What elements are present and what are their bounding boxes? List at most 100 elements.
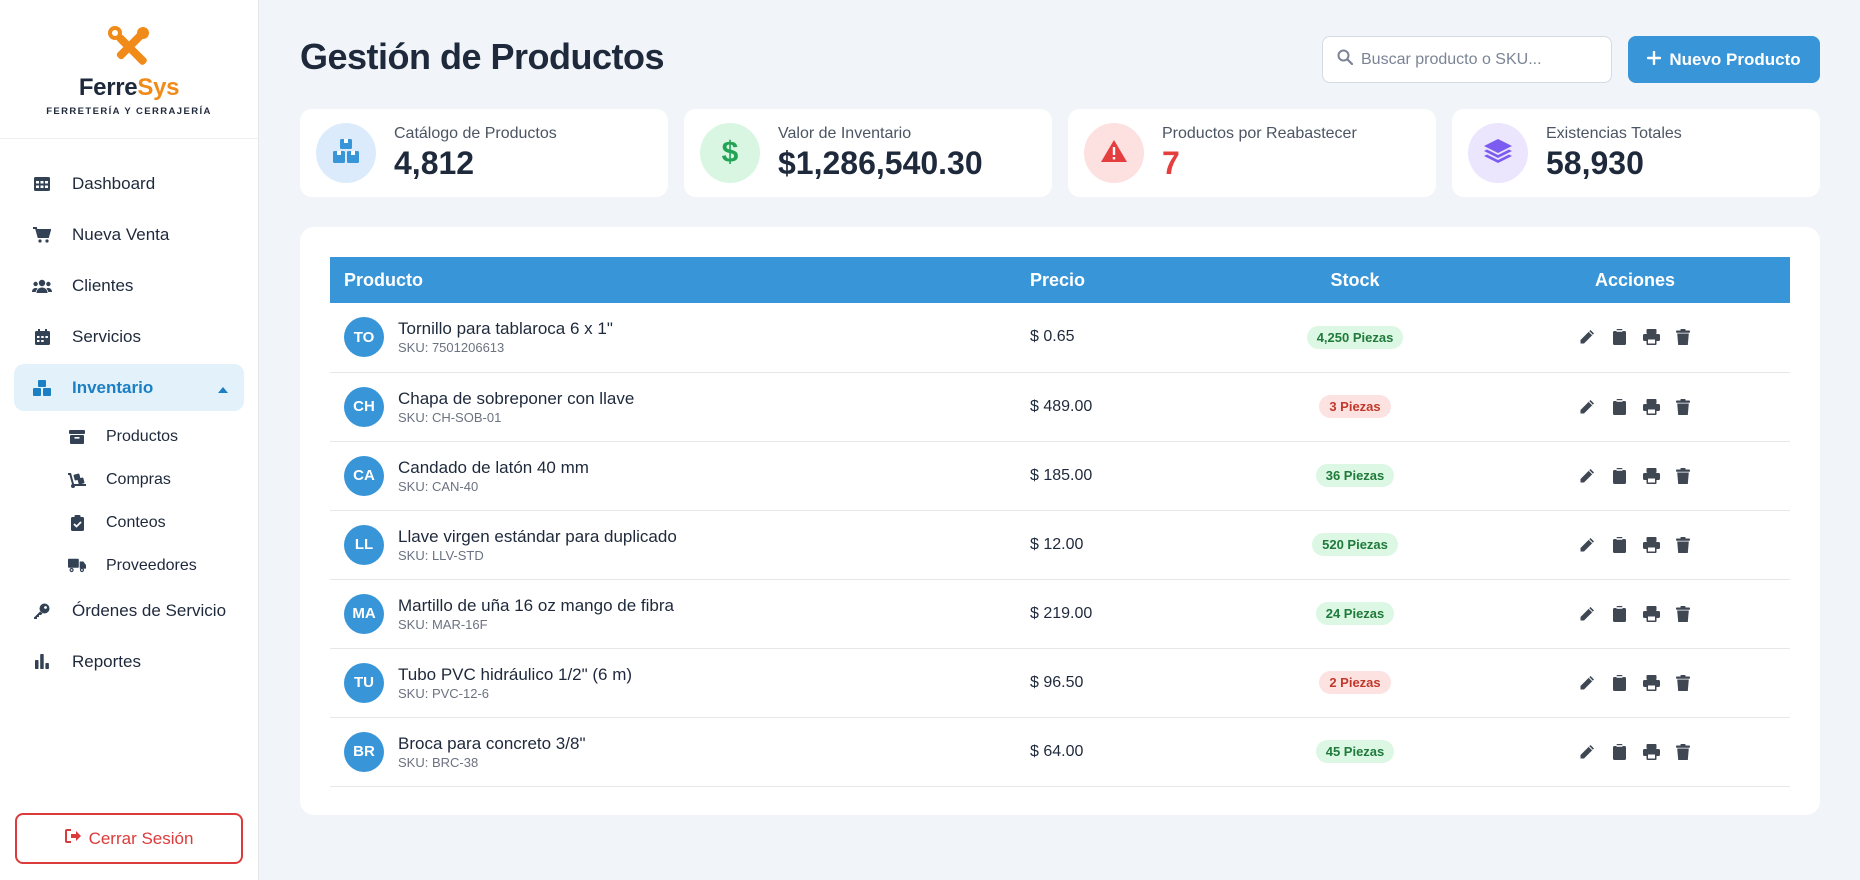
new-product-button[interactable]: Nuevo Producto xyxy=(1628,36,1820,83)
product-price: $ 185.00 xyxy=(1030,466,1093,484)
trash-icon[interactable] xyxy=(1674,743,1692,761)
stock-badge: 520 Piezas xyxy=(1312,533,1398,556)
print-icon[interactable] xyxy=(1642,398,1660,416)
edit-pencil-icon[interactable] xyxy=(1578,328,1596,346)
sign-out-icon xyxy=(64,828,83,849)
dollar-icon: $ xyxy=(721,136,739,169)
stat-value: 4,812 xyxy=(394,144,475,181)
table-row[interactable]: CH Chapa de sobreponer con llave SKU: CH… xyxy=(330,372,1790,441)
print-icon[interactable] xyxy=(1642,328,1660,346)
dolly-icon xyxy=(68,471,86,489)
stat-card-valor-inventario: $ Valor de Inventario $1,286,540.30 xyxy=(684,109,1052,197)
stat-card-reabastecer: Productos por Reabastecer 7 xyxy=(1068,109,1436,197)
print-icon[interactable] xyxy=(1642,743,1660,761)
column-header-price[interactable]: Precio xyxy=(1030,269,1086,290)
clipboard-icon[interactable] xyxy=(1610,743,1628,761)
product-sku: SKU: CH-SOB-01 xyxy=(398,409,502,425)
product-initials: LL xyxy=(354,536,374,553)
trash-icon[interactable] xyxy=(1674,674,1692,692)
sidebar-item-ordenes-servicio[interactable]: Órdenes de Servicio xyxy=(14,587,244,634)
product-avatar: LL xyxy=(344,524,384,565)
print-icon[interactable] xyxy=(1642,605,1660,623)
key-icon xyxy=(32,601,52,621)
trash-icon[interactable] xyxy=(1674,328,1692,346)
trash-icon[interactable] xyxy=(1674,605,1692,623)
clipboard-icon[interactable] xyxy=(1610,467,1628,485)
stat-icon-circle: $ xyxy=(700,123,760,183)
cart-icon xyxy=(32,225,52,245)
logout-button[interactable]: Cerrar Sesión xyxy=(15,813,243,864)
stat-label: Productos por Reabastecer xyxy=(1162,124,1357,142)
truck-icon xyxy=(68,557,86,575)
product-price: $ 489.00 xyxy=(1030,397,1093,415)
sidebar-item-nueva-venta[interactable]: Nueva Venta xyxy=(14,211,244,258)
sidebar-item-reportes[interactable]: Reportes xyxy=(14,638,244,685)
bar-chart-icon xyxy=(32,652,52,672)
clipboard-icon[interactable] xyxy=(1610,536,1628,554)
edit-pencil-icon[interactable] xyxy=(1578,398,1596,416)
print-icon[interactable] xyxy=(1642,674,1660,692)
sidebar-subitem-compras[interactable]: Compras xyxy=(68,458,244,501)
sidebar-subitem-conteos[interactable]: Conteos xyxy=(68,501,244,544)
table-row[interactable]: TU Tubo PVC hidráulico 1/2" (6 m) SKU: P… xyxy=(330,648,1790,717)
tools-logo-icon xyxy=(106,24,152,70)
table-row[interactable]: LL Llave virgen estándar para duplicado … xyxy=(330,510,1790,579)
boxes-icon xyxy=(32,378,52,398)
column-header-stock[interactable]: Stock xyxy=(1330,269,1380,290)
stock-badge: 3 Piezas xyxy=(1319,395,1391,418)
print-icon[interactable] xyxy=(1642,536,1660,554)
calendar-icon xyxy=(32,327,52,347)
stat-value: 7 xyxy=(1162,144,1180,181)
edit-pencil-icon[interactable] xyxy=(1578,674,1596,692)
product-sku: SKU: MAR-16F xyxy=(398,616,488,632)
column-header-product[interactable]: Producto xyxy=(344,269,423,290)
sidebar-item-inventario[interactable]: Inventario xyxy=(14,364,244,411)
product-avatar: TU xyxy=(344,662,384,703)
trash-icon[interactable] xyxy=(1674,398,1692,416)
sidebar: FerreSys FERRETERÍA Y CERRAJERÍA Dashboa… xyxy=(0,0,259,880)
table-row[interactable]: CA Candado de latón 40 mm SKU: CAN-40 $ … xyxy=(330,441,1790,510)
clipboard-icon[interactable] xyxy=(1610,328,1628,346)
trash-icon[interactable] xyxy=(1674,467,1692,485)
sidebar-item-clientes[interactable]: Clientes xyxy=(14,262,244,309)
search-box[interactable] xyxy=(1322,36,1612,83)
edit-pencil-icon[interactable] xyxy=(1578,467,1596,485)
stat-label: Valor de Inventario xyxy=(778,124,912,142)
search-input[interactable] xyxy=(1361,50,1601,69)
product-name: Martillo de uña 16 oz mango de fibra xyxy=(398,595,674,615)
product-price: $ 96.50 xyxy=(1030,673,1084,691)
sidebar-item-label: Inventario xyxy=(72,377,154,397)
sidebar-subitem-productos[interactable]: Productos xyxy=(68,415,244,458)
clipboard-icon[interactable] xyxy=(1610,605,1628,623)
product-initials: CA xyxy=(353,467,375,484)
column-header-actions: Acciones xyxy=(1594,269,1676,290)
sidebar-item-dashboard[interactable]: Dashboard xyxy=(14,160,244,207)
trash-icon[interactable] xyxy=(1674,536,1692,554)
stat-label: Existencias Totales xyxy=(1546,124,1682,142)
brand-logo[interactable]: FerreSys FERRETERÍA Y CERRAJERÍA xyxy=(0,0,258,139)
stat-icon-circle xyxy=(316,123,376,183)
logout-label: Cerrar Sesión xyxy=(88,828,194,848)
sidebar-subitem-label: Proveedores xyxy=(106,556,197,574)
page-title: Gestión de Productos xyxy=(300,36,665,77)
table-grid-icon xyxy=(32,174,52,194)
table-row[interactable]: TO Tornillo para tablaroca 6 x 1" SKU: 7… xyxy=(330,303,1790,372)
new-product-label: Nuevo Producto xyxy=(1669,49,1801,69)
clipboard-icon[interactable] xyxy=(1610,674,1628,692)
stock-badge: 2 Piezas xyxy=(1319,671,1391,694)
clipboard-icon[interactable] xyxy=(1610,398,1628,416)
product-sku: SKU: BRC-38 xyxy=(398,754,479,770)
table-row[interactable]: BR Broca para concreto 3/8" SKU: BRC-38 … xyxy=(330,717,1790,786)
product-name: Candado de latón 40 mm xyxy=(398,457,589,477)
print-icon[interactable] xyxy=(1642,467,1660,485)
box-icon xyxy=(68,428,86,446)
stat-card-existencias: Existencias Totales 58,930 xyxy=(1452,109,1820,197)
products-panel: Producto Precio Stock Acciones TO Tornil… xyxy=(300,227,1820,815)
sidebar-subitem-proveedores[interactable]: Proveedores xyxy=(68,544,244,587)
edit-pencil-icon[interactable] xyxy=(1578,743,1596,761)
edit-pencil-icon[interactable] xyxy=(1578,536,1596,554)
table-row[interactable]: MA Martillo de uña 16 oz mango de fibra … xyxy=(330,579,1790,648)
edit-pencil-icon[interactable] xyxy=(1578,605,1596,623)
sidebar-item-servicios[interactable]: Servicios xyxy=(14,313,244,360)
brand-name: FerreSys xyxy=(78,74,180,101)
